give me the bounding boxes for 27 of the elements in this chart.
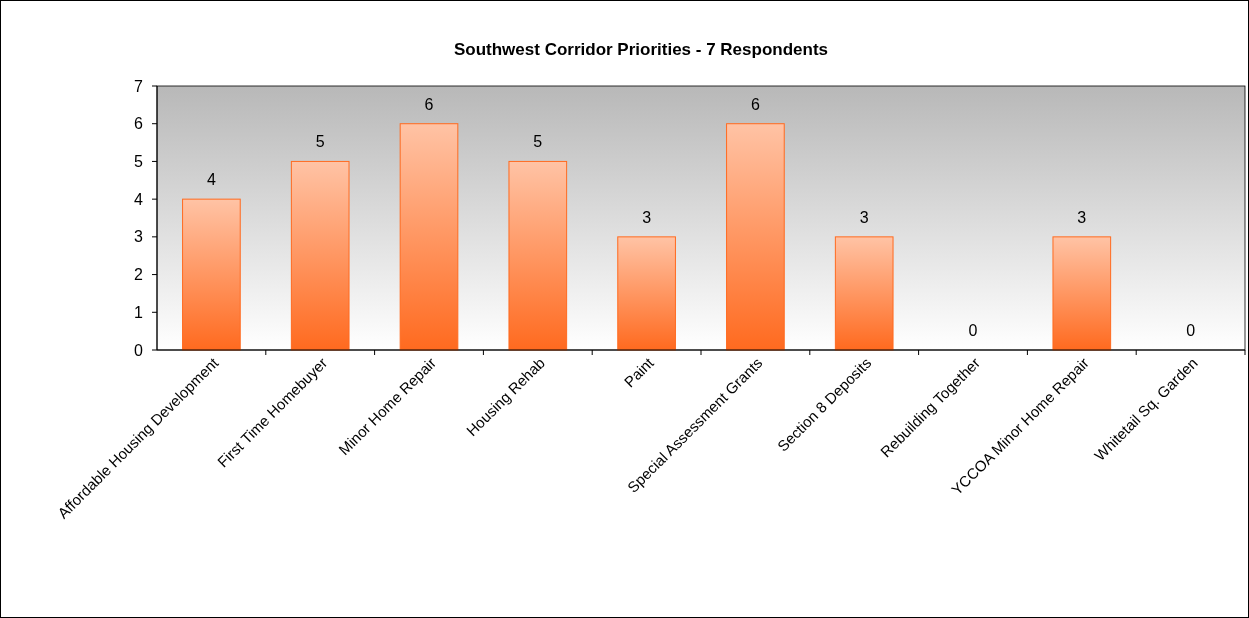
data-label: 3	[1077, 208, 1087, 226]
data-label: 5	[533, 133, 543, 151]
bar	[834, 236, 894, 351]
data-label: 0	[968, 322, 978, 339]
y-tick-label: 1	[134, 303, 144, 321]
y-tick-label: 5	[134, 153, 144, 171]
bar	[726, 123, 785, 351]
bar	[290, 160, 350, 351]
data-label: 3	[859, 208, 869, 226]
data-label: 0	[1186, 322, 1196, 339]
bar	[1052, 236, 1112, 351]
data-label: 5	[315, 133, 325, 151]
y-tick-label: 6	[134, 115, 144, 133]
data-label: 3	[642, 208, 652, 226]
bar	[617, 236, 676, 351]
chart-title: Southwest Corridor Priorities - 7 Respondents	[453, 40, 829, 59]
data-label: 4	[206, 171, 216, 189]
y-tick-label: 3	[134, 228, 144, 246]
y-tick-label: 7	[134, 77, 144, 95]
bar	[508, 160, 568, 351]
bar	[182, 198, 241, 351]
y-tick-label: 4	[134, 190, 144, 208]
bar	[399, 123, 459, 351]
y-tick-label: 2	[134, 266, 144, 284]
data-label: 6	[750, 95, 760, 113]
data-label: 6	[424, 95, 434, 113]
y-tick-label: 0	[134, 341, 144, 359]
